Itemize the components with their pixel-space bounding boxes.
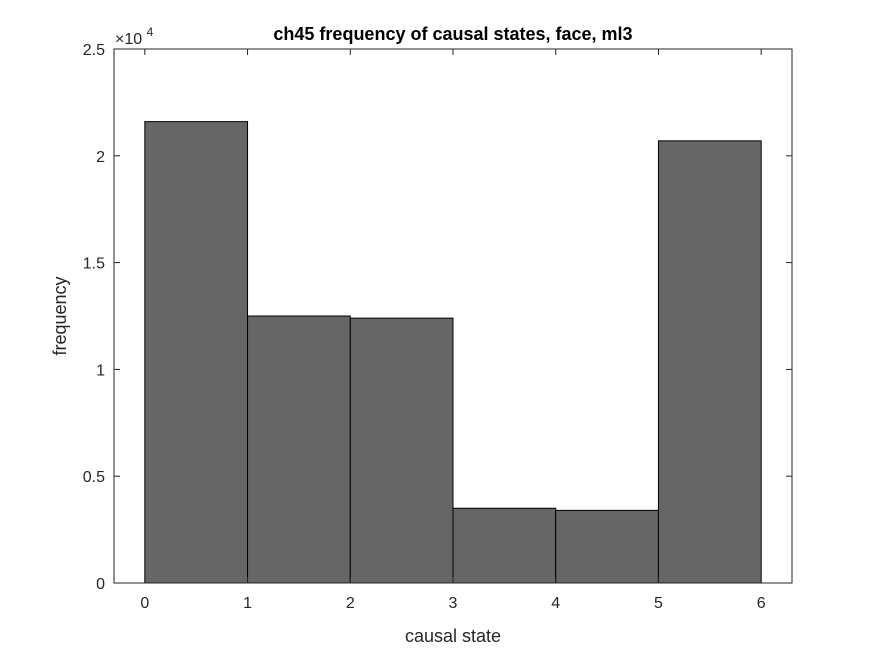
x-axis-label: causal state bbox=[405, 626, 501, 646]
bar-state-0 bbox=[144, 121, 249, 584]
bar-state-1 bbox=[247, 315, 351, 584]
x-tick-label: 4 bbox=[551, 595, 560, 612]
x-ticks-group: 0 1 2 3 4 5 6 bbox=[140, 49, 766, 612]
bar-state-4 bbox=[555, 509, 659, 584]
y-axis-label: frequency bbox=[50, 276, 70, 355]
bar-state-2 bbox=[349, 317, 454, 584]
x-tick-label: 1 bbox=[243, 595, 252, 612]
y-ticks-group: 0 0.5 1 1.5 2 2.5 bbox=[83, 42, 792, 593]
y-tick-label: 0 bbox=[96, 576, 105, 593]
x-tick-label: 2 bbox=[346, 595, 355, 612]
bar-state-5 bbox=[657, 140, 762, 584]
y-axis-multiplier-base: ×10 bbox=[115, 31, 142, 48]
bar-state-3 bbox=[452, 507, 557, 584]
y-axis-multiplier-exponent: 4 bbox=[147, 25, 154, 39]
y-tick-label: 0.5 bbox=[83, 469, 105, 486]
x-tick-label: 0 bbox=[140, 595, 149, 612]
chart-title: ch45 frequency of causal states, face, m… bbox=[273, 24, 632, 44]
y-axis-multiplier: ×10 4 bbox=[115, 25, 154, 48]
x-tick-label: 3 bbox=[449, 595, 458, 612]
x-tick-label: 5 bbox=[654, 595, 663, 612]
y-tick-label: 2.5 bbox=[83, 42, 105, 59]
y-tick-label: 1.5 bbox=[83, 256, 105, 273]
y-tick-label: 2 bbox=[96, 149, 105, 166]
y-tick-label: 1 bbox=[96, 362, 105, 379]
bars-group bbox=[144, 121, 762, 584]
x-tick-label: 6 bbox=[757, 595, 766, 612]
